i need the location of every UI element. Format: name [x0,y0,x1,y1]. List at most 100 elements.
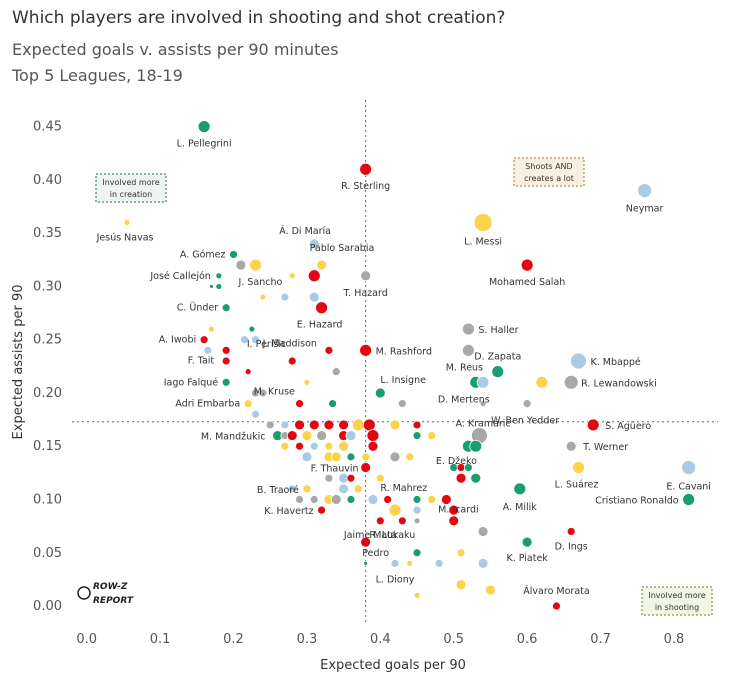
point-label: R. Lewandowski [581,378,657,389]
point-label: E. Hazard [297,320,343,331]
data-point [251,335,260,345]
x-tick-label: 0.6 [517,632,538,647]
data-point [477,526,489,537]
data-point [203,345,213,355]
data-point [259,293,267,301]
data-point [513,482,527,496]
data-point [249,258,262,272]
data-point [566,527,576,536]
data-point [412,548,422,558]
data-point [565,440,577,452]
data-point [389,419,401,431]
y-tick-label: 0.00 [33,599,62,614]
point-label: S. Haller [478,325,518,336]
data-point [552,601,561,611]
y-tick-label: 0.20 [33,386,62,401]
chart-subtitle-season: Top 5 Leagues, 18-19 [12,66,183,85]
data-point [295,399,304,409]
annotation-creation-line2: in creation [110,190,153,199]
data-point [302,484,312,494]
data-point [412,505,422,515]
data-point [397,399,407,409]
data-point [360,462,372,473]
data-point [681,460,697,475]
y-tick-label: 0.10 [33,492,62,507]
data-point [520,258,534,272]
data-point [412,431,422,440]
point-label: M. Kruse [254,386,295,397]
data-point [390,559,400,568]
data-point [251,409,260,419]
data-point [464,463,473,472]
data-point [477,558,489,569]
point-label: I. Perišic [247,339,286,350]
data-point [208,325,215,333]
data-point [221,356,231,366]
data-point [235,259,247,271]
data-point [476,375,490,389]
point-label: J. Maddison [262,338,317,349]
data-point [287,484,297,494]
data-point [286,430,298,441]
data-point [383,495,393,504]
point-label: E. Cavani [666,482,711,493]
data-point [338,483,350,495]
data-point [479,400,487,408]
data-point [440,494,452,505]
y-tick-label: 0.15 [33,439,62,454]
point-label: Á. Di María [279,225,331,237]
data-points [123,120,697,611]
point-label: F. Thauvin [311,464,359,475]
data-point [412,495,422,504]
y-tick-label: 0.35 [33,226,62,241]
data-point [308,238,320,250]
data-point [586,418,600,432]
data-point [462,322,475,336]
annotation-creation: Involved more in creation [95,173,167,203]
point-label: Pablo Sarabia [310,243,375,254]
y-axis-title: Expected assists per 90 [11,285,26,440]
point-label: M. Mandžukic [201,432,266,443]
data-point [455,579,467,591]
data-point [361,452,371,462]
point-label: L. Suárez [555,480,599,491]
annotation-creation-line1: Involved more [102,178,159,187]
data-point [330,494,342,505]
y-tick-label: 0.40 [33,173,62,188]
y-tick-label: 0.30 [33,279,62,294]
reference-lines [72,100,718,622]
point-label: R. Lukaku [369,530,415,541]
data-point [221,303,231,313]
annotation-shooting: Involved more in shooting [641,586,713,616]
data-point [367,494,379,505]
point-label: L. Pellegrini [177,139,232,150]
data-point [572,461,585,474]
data-point [315,301,328,315]
data-point [316,259,327,271]
data-point [413,591,421,599]
data-point [294,419,305,431]
data-point [412,420,422,430]
point-label: T. Werner [582,442,628,453]
annotation-both-line1: Shoots AND [525,162,572,171]
data-point [397,516,407,526]
annotation-shooting-line2: in shooting [655,603,699,612]
data-point [374,387,386,399]
data-point [345,430,357,441]
data-point [199,335,209,345]
data-point [427,431,437,440]
data-point [243,399,253,409]
data-point [316,430,327,441]
point-label: M. Icardi [438,504,479,515]
data-point [330,451,342,463]
data-point [324,441,334,451]
data-point [389,451,401,463]
data-point [221,345,231,355]
x-axis-title: Expected goals per 90 [320,658,466,673]
data-point [338,440,350,452]
data-point [405,452,415,462]
point-label: Álvaro Morata [523,585,589,597]
data-point [307,269,321,283]
data-point [563,374,579,390]
point-label: R. Sterling [341,181,390,192]
